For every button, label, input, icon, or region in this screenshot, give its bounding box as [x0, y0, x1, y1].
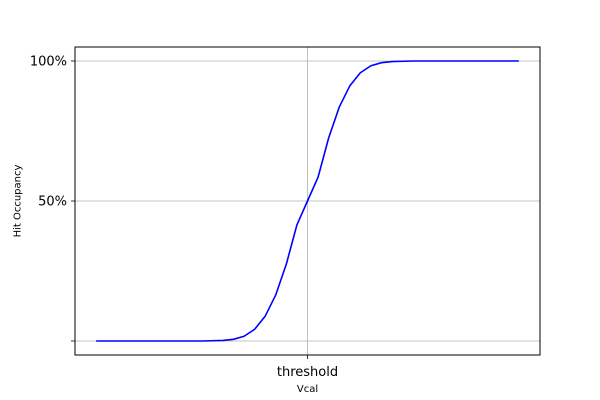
x-axis-label: Vcal [297, 384, 318, 395]
series-layer [96, 60, 519, 342]
series-line-0 [96, 60, 519, 342]
y-tick-label: 100% [30, 55, 67, 70]
y-tick-label: 50% [38, 195, 67, 210]
x-tick-label: threshold [277, 365, 338, 380]
y-axis-label: Hit Occupancy [13, 165, 24, 238]
ticks: 50% 100% threshold [30, 55, 338, 381]
